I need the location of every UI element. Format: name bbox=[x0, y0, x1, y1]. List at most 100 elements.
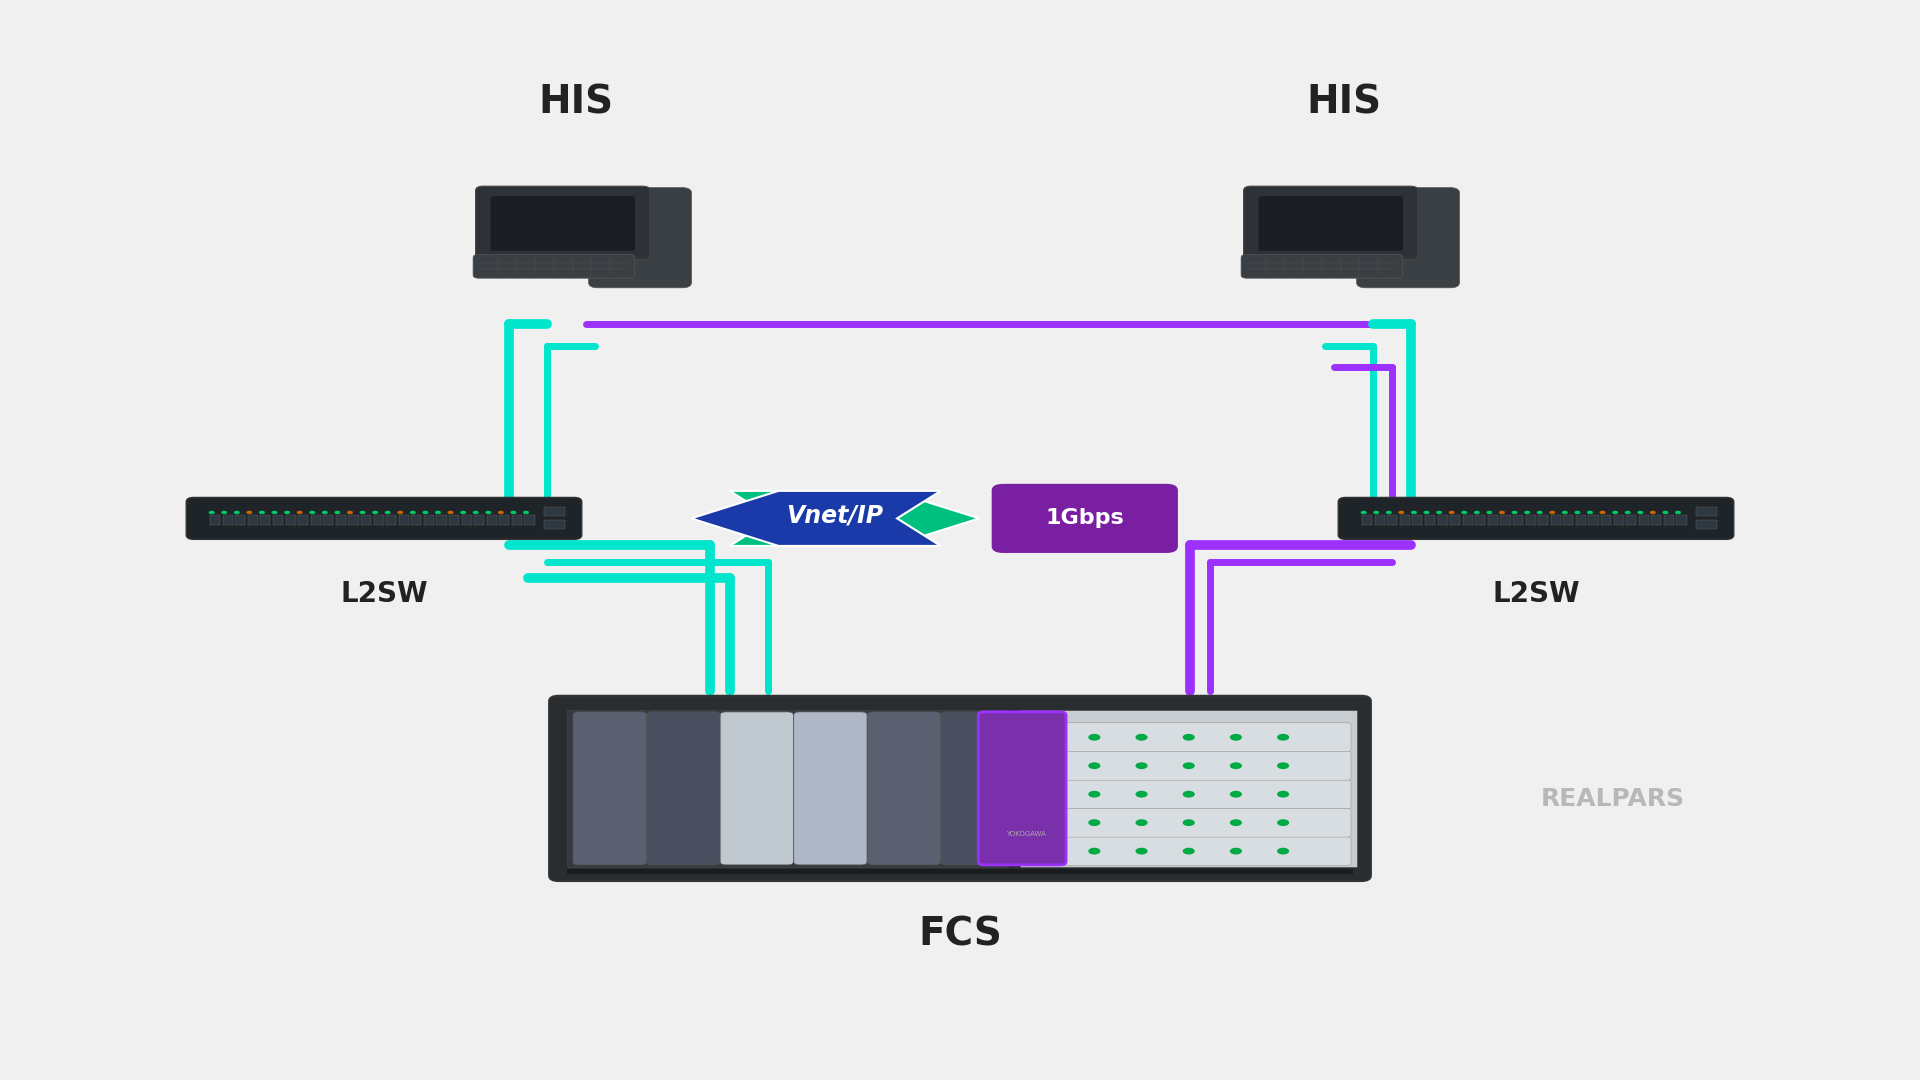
FancyBboxPatch shape bbox=[461, 515, 472, 525]
Circle shape bbox=[234, 511, 240, 514]
Circle shape bbox=[1448, 511, 1455, 514]
FancyBboxPatch shape bbox=[1450, 515, 1461, 525]
Circle shape bbox=[1373, 511, 1379, 514]
FancyBboxPatch shape bbox=[1488, 515, 1498, 525]
FancyBboxPatch shape bbox=[236, 515, 246, 525]
Circle shape bbox=[1277, 733, 1288, 741]
Circle shape bbox=[1386, 511, 1392, 514]
FancyBboxPatch shape bbox=[1463, 515, 1473, 525]
Circle shape bbox=[1624, 511, 1630, 514]
Circle shape bbox=[1511, 511, 1517, 514]
FancyBboxPatch shape bbox=[1338, 498, 1734, 539]
Text: YOKOGAWA: YOKOGAWA bbox=[1006, 831, 1046, 837]
FancyBboxPatch shape bbox=[1244, 186, 1417, 259]
FancyBboxPatch shape bbox=[1551, 515, 1561, 525]
FancyBboxPatch shape bbox=[1027, 837, 1352, 865]
FancyBboxPatch shape bbox=[607, 204, 632, 231]
FancyBboxPatch shape bbox=[1400, 515, 1409, 525]
Circle shape bbox=[1638, 511, 1644, 514]
Circle shape bbox=[436, 511, 442, 514]
FancyBboxPatch shape bbox=[474, 515, 484, 525]
Circle shape bbox=[1277, 762, 1288, 769]
FancyBboxPatch shape bbox=[1513, 515, 1523, 525]
FancyBboxPatch shape bbox=[449, 515, 459, 525]
Circle shape bbox=[1231, 820, 1242, 826]
Circle shape bbox=[1041, 791, 1054, 798]
FancyBboxPatch shape bbox=[411, 515, 420, 525]
FancyBboxPatch shape bbox=[186, 498, 582, 539]
Circle shape bbox=[1411, 511, 1417, 514]
Circle shape bbox=[1089, 820, 1100, 826]
Circle shape bbox=[1041, 762, 1054, 769]
FancyBboxPatch shape bbox=[286, 515, 296, 525]
FancyBboxPatch shape bbox=[1526, 515, 1536, 525]
FancyBboxPatch shape bbox=[1375, 515, 1384, 525]
FancyBboxPatch shape bbox=[436, 515, 447, 525]
FancyBboxPatch shape bbox=[1500, 515, 1511, 525]
Text: HIS: HIS bbox=[538, 83, 614, 122]
FancyBboxPatch shape bbox=[543, 519, 564, 529]
Text: L2SW: L2SW bbox=[340, 580, 428, 608]
Circle shape bbox=[1089, 848, 1100, 854]
FancyBboxPatch shape bbox=[472, 255, 636, 279]
FancyBboxPatch shape bbox=[572, 712, 647, 865]
Circle shape bbox=[246, 511, 252, 514]
Circle shape bbox=[1674, 511, 1682, 514]
Circle shape bbox=[1231, 762, 1242, 769]
Circle shape bbox=[384, 511, 392, 514]
FancyBboxPatch shape bbox=[248, 515, 257, 525]
FancyBboxPatch shape bbox=[488, 515, 497, 525]
Circle shape bbox=[1041, 820, 1054, 826]
Polygon shape bbox=[553, 255, 589, 268]
FancyBboxPatch shape bbox=[336, 515, 346, 525]
Text: 1Gbps: 1Gbps bbox=[1044, 509, 1125, 528]
FancyBboxPatch shape bbox=[311, 515, 321, 525]
FancyBboxPatch shape bbox=[941, 712, 1014, 865]
FancyBboxPatch shape bbox=[1425, 515, 1434, 525]
FancyBboxPatch shape bbox=[513, 515, 522, 525]
Polygon shape bbox=[1321, 255, 1357, 268]
Text: Vnet/IP: Vnet/IP bbox=[787, 503, 883, 527]
Text: REALPARS: REALPARS bbox=[1540, 787, 1686, 811]
FancyBboxPatch shape bbox=[348, 515, 359, 525]
Circle shape bbox=[1041, 848, 1054, 854]
Circle shape bbox=[1135, 762, 1148, 769]
FancyBboxPatch shape bbox=[1027, 808, 1352, 837]
FancyBboxPatch shape bbox=[386, 515, 396, 525]
FancyBboxPatch shape bbox=[323, 515, 334, 525]
FancyBboxPatch shape bbox=[261, 515, 271, 525]
Circle shape bbox=[472, 511, 478, 514]
FancyBboxPatch shape bbox=[424, 515, 434, 525]
Circle shape bbox=[1663, 511, 1668, 514]
Circle shape bbox=[1561, 511, 1569, 514]
Circle shape bbox=[1277, 820, 1288, 826]
Circle shape bbox=[1089, 791, 1100, 798]
Circle shape bbox=[1135, 848, 1148, 854]
FancyBboxPatch shape bbox=[1027, 723, 1352, 752]
Circle shape bbox=[1041, 733, 1054, 741]
FancyBboxPatch shape bbox=[1258, 197, 1404, 251]
FancyBboxPatch shape bbox=[1240, 255, 1404, 279]
Circle shape bbox=[1277, 791, 1288, 798]
FancyBboxPatch shape bbox=[1413, 515, 1423, 525]
FancyBboxPatch shape bbox=[490, 197, 636, 251]
Circle shape bbox=[284, 511, 290, 514]
Circle shape bbox=[1423, 511, 1430, 514]
FancyBboxPatch shape bbox=[1438, 515, 1448, 525]
Circle shape bbox=[1183, 733, 1194, 741]
Circle shape bbox=[1599, 511, 1605, 514]
Circle shape bbox=[1588, 511, 1594, 514]
Circle shape bbox=[461, 511, 467, 514]
Polygon shape bbox=[730, 490, 979, 546]
Circle shape bbox=[1549, 511, 1555, 514]
Circle shape bbox=[1398, 511, 1404, 514]
Circle shape bbox=[334, 511, 340, 514]
Circle shape bbox=[372, 511, 378, 514]
FancyBboxPatch shape bbox=[1651, 515, 1661, 525]
FancyBboxPatch shape bbox=[1475, 515, 1486, 525]
Text: L2SW: L2SW bbox=[1492, 580, 1580, 608]
Circle shape bbox=[422, 511, 428, 514]
Circle shape bbox=[1135, 791, 1148, 798]
Circle shape bbox=[1231, 733, 1242, 741]
FancyBboxPatch shape bbox=[1356, 188, 1459, 287]
